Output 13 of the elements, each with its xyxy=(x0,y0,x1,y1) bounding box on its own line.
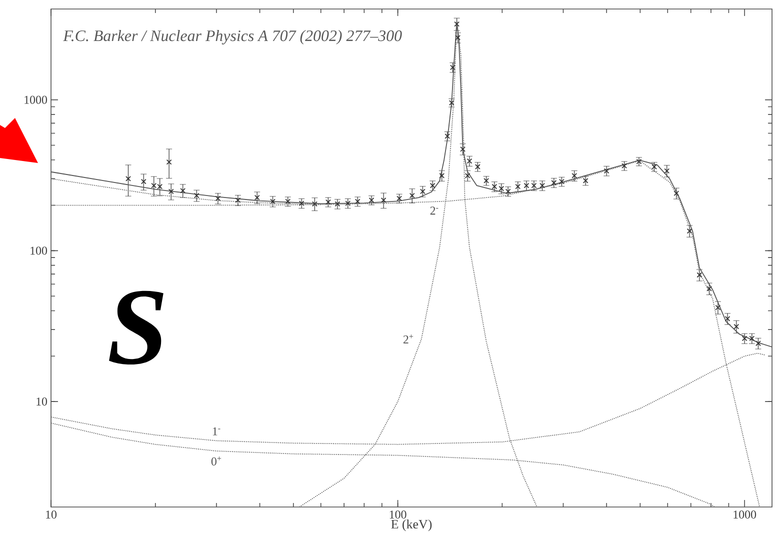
series-label: 1$^{-}$ xyxy=(212,427,220,436)
x-axis-title: E (keV) xyxy=(391,519,432,532)
x-tick-label: 1000 xyxy=(734,510,756,519)
x-tick-label: 10 xyxy=(46,510,57,519)
y-tick-label: 100 xyxy=(30,246,48,255)
y-tick-label: 10 xyxy=(36,398,48,406)
series-label: 2$^{-}$ xyxy=(430,206,438,215)
annotation: S xyxy=(109,290,164,365)
series-label: 2$^{+}$ xyxy=(403,334,414,344)
series-label: 0$^{+}$ xyxy=(211,456,222,466)
y-tick-label: 1000 xyxy=(24,96,48,104)
x-tick-label: 100 xyxy=(390,510,406,519)
annotation: F.C. Barker / Nuclear Physics A 707 (2002) 277–300 xyxy=(63,30,402,44)
